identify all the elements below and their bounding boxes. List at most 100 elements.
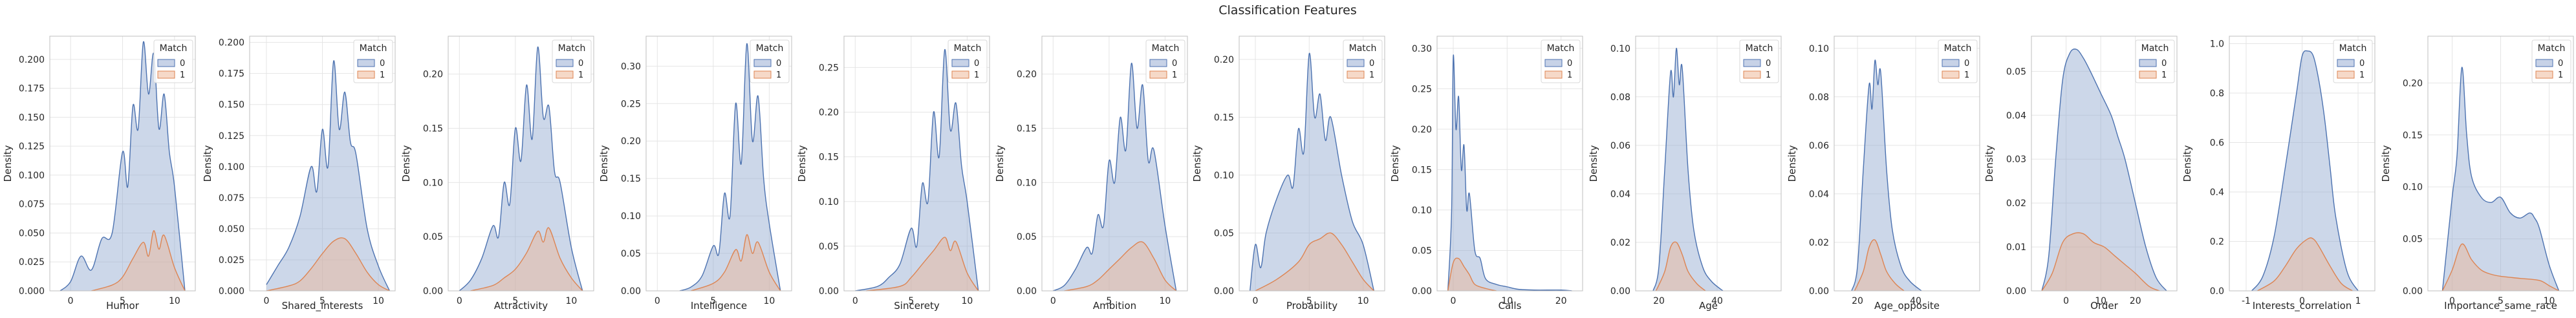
legend-entry-0: 0 — [180, 59, 185, 69]
x-tick-label: 20 — [1852, 296, 1863, 306]
y-axis-label: Density — [598, 145, 610, 182]
y-tick-label: 0.15 — [1412, 165, 1432, 175]
legend: Match 01 — [2135, 39, 2175, 83]
legend-entry-0: 0 — [380, 59, 385, 69]
x-tick-label: 40 — [1910, 296, 1921, 306]
legend-title: Match — [2538, 43, 2566, 54]
legend-entry-0: 0 — [2558, 59, 2563, 69]
y-tick-label: 0.25 — [819, 63, 839, 73]
legend-swatch-1 — [2535, 70, 2553, 79]
legend-entry-1: 1 — [2558, 70, 2563, 80]
y-tick-label: 0.10 — [819, 197, 839, 207]
axes-frame — [1239, 36, 1385, 292]
legend-swatch-0 — [357, 59, 375, 67]
series-1-area — [1064, 241, 1176, 291]
legend-entry-1: 1 — [2359, 70, 2365, 80]
x-tick-label: 10 — [565, 296, 577, 306]
x-axis-label: Intelligence — [691, 300, 747, 312]
legend-title: Match — [1746, 43, 1773, 54]
series-1-line — [266, 237, 390, 292]
x-tick-label: 5 — [710, 296, 716, 306]
y-tick-label: 0.100 — [19, 171, 45, 181]
series-1-line — [1655, 241, 1706, 292]
y-axis-label: Density — [202, 145, 213, 182]
y-tick-label: 0.00 — [1610, 286, 1630, 297]
y-tick-label: 0.20 — [423, 70, 443, 80]
axes-frame — [1834, 36, 1980, 292]
legend-title: Match — [2141, 43, 2169, 54]
y-tick-label: 0.10 — [1412, 206, 1432, 216]
y-tick-label: 0.05 — [2006, 67, 2026, 77]
y-axis-label: Density — [1191, 145, 1203, 182]
x-axis-label: Probability — [1286, 300, 1337, 312]
legend-entry-0: 0 — [1567, 59, 1572, 69]
x-axis-label: Ambition — [1093, 300, 1136, 312]
subplot-6: 0.000.050.100.150.200 5 10AmbitionDensityM… — [994, 36, 1188, 312]
y-tick-label: 0.00 — [2403, 286, 2423, 297]
legend-swatch-1 — [157, 70, 175, 79]
legend-entry-1: 1 — [1172, 70, 1177, 80]
legend-entry-1: 1 — [2161, 70, 2167, 80]
y-tick-label: 0.10 — [1809, 44, 1829, 54]
legend-swatch-0 — [1149, 59, 1167, 67]
y-tick-label: 0.050 — [219, 224, 244, 235]
x-tick-label: 10 — [169, 296, 180, 306]
axes-frame — [2229, 36, 2376, 292]
series-1-area — [1447, 258, 1497, 291]
y-tick-label: 0.10 — [621, 211, 641, 222]
series-1-line — [2257, 237, 2353, 292]
y-tick-label: 0.30 — [621, 61, 641, 72]
series-0-area — [1053, 63, 1176, 291]
x-tick-label: 5 — [120, 296, 125, 306]
axes-frame — [2427, 36, 2574, 292]
x-tick-label: 5 — [512, 296, 518, 306]
legend-swatch-0 — [1347, 59, 1365, 67]
series-1-line — [1064, 241, 1177, 292]
legend-entry-0: 0 — [776, 59, 781, 69]
x-tick-label: 0 — [2449, 296, 2455, 306]
y-tick-label: 0.08 — [1809, 92, 1829, 103]
legend-title: Match — [558, 43, 586, 54]
series-0-line — [2041, 48, 2167, 292]
legend-swatch-1 — [1544, 70, 1563, 79]
y-tick-label: 0.8 — [2210, 89, 2224, 99]
axes-frame — [249, 36, 396, 292]
y-tick-label: 0.00 — [621, 286, 641, 297]
y-axis-label: Density — [2380, 145, 2392, 182]
series-1-area — [1854, 239, 1904, 291]
legend-swatch-1 — [1743, 70, 1761, 79]
x-tick-label: 20 — [1555, 296, 1567, 306]
legend-entry-0: 0 — [578, 59, 583, 69]
series-1-line — [1854, 239, 1905, 292]
x-tick-label: 0 — [68, 296, 74, 306]
legend-swatch-1 — [357, 70, 375, 79]
axes-frame — [448, 36, 594, 292]
y-tick-label: 0.025 — [219, 255, 244, 266]
x-tick-label: 0 — [2299, 296, 2305, 306]
x-tick-label: 40 — [1711, 296, 1723, 306]
y-tick-label: 0.00 — [1214, 286, 1234, 297]
x-tick-label: 0 — [457, 296, 462, 306]
legend-entry-1: 1 — [1369, 70, 1374, 80]
legend-title: Match — [1547, 43, 1575, 54]
legend-title: Match — [360, 43, 387, 54]
legend-title: Match — [160, 43, 188, 54]
y-tick-label: 0.03 — [2006, 154, 2026, 165]
y-tick-label: 0.150 — [219, 100, 244, 111]
x-tick-label: 0 — [852, 296, 858, 306]
series-0-area — [2251, 50, 2359, 291]
series-0-line — [60, 41, 186, 292]
y-tick-label: 0.200 — [19, 55, 45, 65]
legend-entry-1: 1 — [578, 70, 583, 80]
y-tick-label: 0.00 — [1017, 286, 1037, 297]
x-tick-label: 0 — [1050, 296, 1056, 306]
x-tick-label: 10 — [1159, 296, 1171, 306]
subplot-grid: 0.0000.0250.0500.0750.1000.1250.1500.175… — [2, 36, 2574, 312]
y-tick-label: 0.125 — [19, 142, 45, 152]
x-axis-label: Humor — [106, 300, 140, 312]
legend-entry-0: 0 — [1766, 59, 1771, 69]
legend-title: Match — [2339, 43, 2367, 54]
y-tick-label: 0.04 — [2006, 111, 2026, 121]
legend-entry-0: 0 — [1172, 59, 1177, 69]
y-tick-label: 0.00 — [1809, 286, 1829, 297]
